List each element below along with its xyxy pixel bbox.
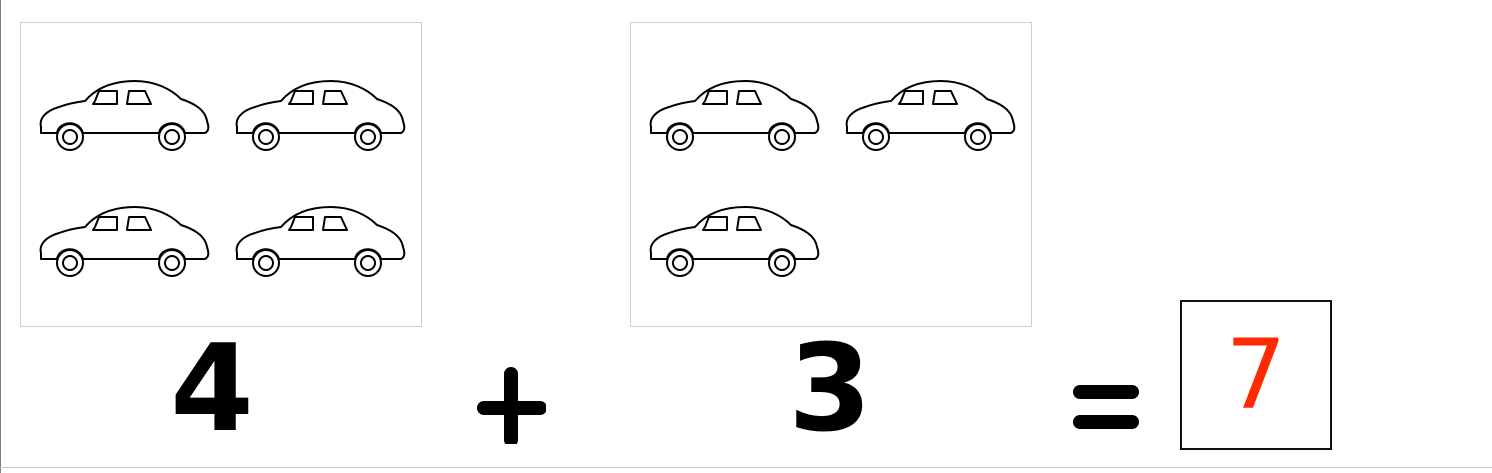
bottom-edge-line — [0, 467, 1492, 468]
equals-icon — [1073, 385, 1139, 429]
car-icon — [643, 195, 823, 285]
addend-b: 3 — [788, 320, 872, 459]
car-icon — [33, 195, 213, 285]
car-icon — [33, 69, 213, 159]
car-icon — [229, 195, 409, 285]
answer-value: 7 — [1225, 319, 1287, 431]
answer-box[interactable]: 7 — [1180, 300, 1332, 450]
addend-a: 4 — [170, 320, 254, 459]
left-car-group — [20, 22, 422, 327]
plus-sign: + — [476, 352, 547, 447]
equals-sign: = — [1070, 382, 1140, 432]
car-icon — [643, 69, 823, 159]
plus-icon — [477, 367, 547, 447]
right-car-group — [630, 22, 1032, 327]
car-icon — [229, 69, 409, 159]
car-icon — [839, 69, 1019, 159]
left-edge-line — [0, 0, 1, 473]
